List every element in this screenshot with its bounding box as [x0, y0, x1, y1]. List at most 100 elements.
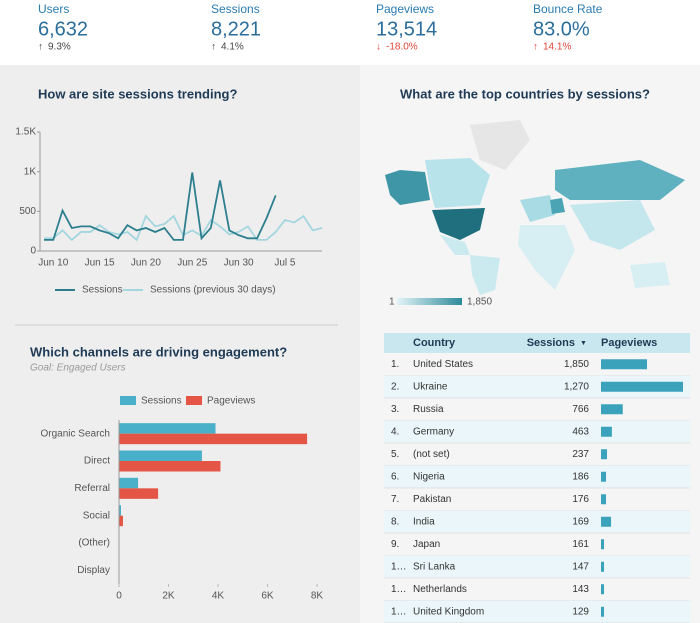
ukraine	[550, 198, 565, 214]
kpi-arrow: ↓	[376, 42, 381, 53]
kpi-label: Users	[38, 2, 69, 16]
column-header: Country	[413, 337, 456, 349]
country: Sri Lanka	[413, 561, 456, 572]
chart-title: Which channels are driving engagement?	[30, 344, 287, 359]
world-map	[385, 120, 685, 295]
pageviews-bar	[601, 584, 605, 595]
kpi-value: 13,514	[376, 18, 437, 40]
bar	[119, 450, 202, 461]
sessions: 161	[572, 539, 589, 550]
asia	[570, 200, 655, 250]
y-tick-label: Social	[83, 510, 110, 521]
sessions: 1,270	[564, 381, 589, 392]
sort-arrow[interactable]: ▼	[580, 340, 587, 347]
y-tick-label: 1K	[24, 166, 37, 177]
australia	[630, 262, 670, 288]
y-tick-label: 1.5K	[15, 127, 36, 138]
y-tick-label: Direct	[84, 456, 110, 467]
africa	[518, 225, 575, 290]
usa	[432, 208, 485, 240]
pageviews-bar	[601, 494, 607, 505]
row-band	[384, 420, 690, 443]
x-tick-label: Jun 20	[131, 258, 161, 269]
row-number: 4.	[391, 426, 399, 437]
map-legend-gradient	[397, 298, 462, 305]
country: Pakistan	[413, 494, 451, 505]
bar	[119, 423, 216, 434]
pageviews-bar	[601, 606, 605, 617]
row-number: 1.	[391, 359, 399, 370]
kpi-label: Sessions	[211, 2, 260, 16]
pageviews-bar	[601, 426, 612, 437]
row-number: 9.	[391, 539, 399, 550]
kpi-value: 6,632	[38, 18, 88, 40]
x-tick-label: Jun 25	[177, 258, 207, 269]
legend-swatch	[186, 396, 202, 405]
left-panel	[0, 65, 360, 623]
kpi-change: 4.1%	[221, 42, 244, 53]
kpi-value: 8,221	[211, 18, 261, 40]
column-header[interactable]: Sessions	[527, 337, 575, 349]
row-number: 1…	[391, 584, 407, 595]
pageviews-bar	[601, 404, 623, 415]
x-tick-label: Jun 30	[224, 258, 254, 269]
y-tick-label: (Other)	[78, 538, 110, 549]
row-band	[384, 600, 690, 623]
sessions: 176	[572, 494, 589, 505]
bar	[119, 433, 308, 445]
legend-label: Sessions (previous 30 days)	[150, 285, 276, 296]
south-america	[470, 255, 500, 295]
map-legend-max: 1,850	[467, 297, 492, 308]
bar	[119, 505, 121, 516]
country: Netherlands	[413, 584, 467, 595]
country: Japan	[413, 539, 440, 550]
country: United States	[413, 359, 473, 370]
pageviews-bar	[601, 539, 605, 550]
row-number: 1…	[391, 561, 407, 572]
legend-label: Sessions	[82, 285, 123, 296]
sessions: 147	[572, 561, 589, 572]
row-number: 3.	[391, 404, 399, 415]
pageviews-bar	[601, 449, 608, 460]
x-tick-label: 8K	[311, 591, 324, 602]
alaska	[385, 170, 430, 205]
y-tick-label: 0	[30, 246, 36, 257]
row-band	[384, 375, 690, 398]
mexico	[440, 235, 470, 255]
bar	[119, 461, 221, 472]
country: Ukraine	[413, 381, 448, 392]
row-number: 8.	[391, 516, 399, 527]
kpi-arrow: ↑	[38, 42, 43, 53]
kpi-value: 83.0%	[533, 18, 590, 40]
kpi-change: -18.0%	[386, 42, 418, 53]
y-tick-label: Display	[77, 565, 110, 576]
y-tick-label: 500	[19, 206, 36, 217]
sessions: 186	[572, 471, 589, 482]
chart-subtitle: Goal: Engaged Users	[30, 363, 126, 374]
pageviews-bar	[601, 381, 683, 392]
kpi-strip	[0, 0, 700, 65]
row-number: 5.	[391, 449, 399, 460]
row-band	[384, 465, 690, 488]
chart-title: How are site sessions trending?	[38, 86, 237, 101]
sessions: 1,850	[564, 359, 589, 370]
y-tick-label: Referral	[74, 483, 110, 494]
country: India	[413, 516, 435, 527]
europe	[520, 195, 555, 222]
map-legend-min: 1	[389, 297, 395, 308]
sessions: 129	[572, 606, 589, 617]
pageviews-bar	[601, 561, 605, 572]
pageviews-bar	[601, 471, 607, 482]
x-tick-label: Jul 5	[274, 258, 296, 269]
series-line	[44, 172, 277, 241]
sessions: 169	[572, 516, 589, 527]
row-number: 7.	[391, 494, 399, 505]
country: Nigeria	[413, 471, 445, 482]
kpi-label: Pageviews	[376, 2, 434, 16]
x-tick-label: 4K	[212, 591, 225, 602]
kpi-change: 14.1%	[543, 42, 571, 53]
row-band	[384, 510, 690, 533]
country: Russia	[413, 404, 444, 415]
row-number: 6.	[391, 471, 399, 482]
